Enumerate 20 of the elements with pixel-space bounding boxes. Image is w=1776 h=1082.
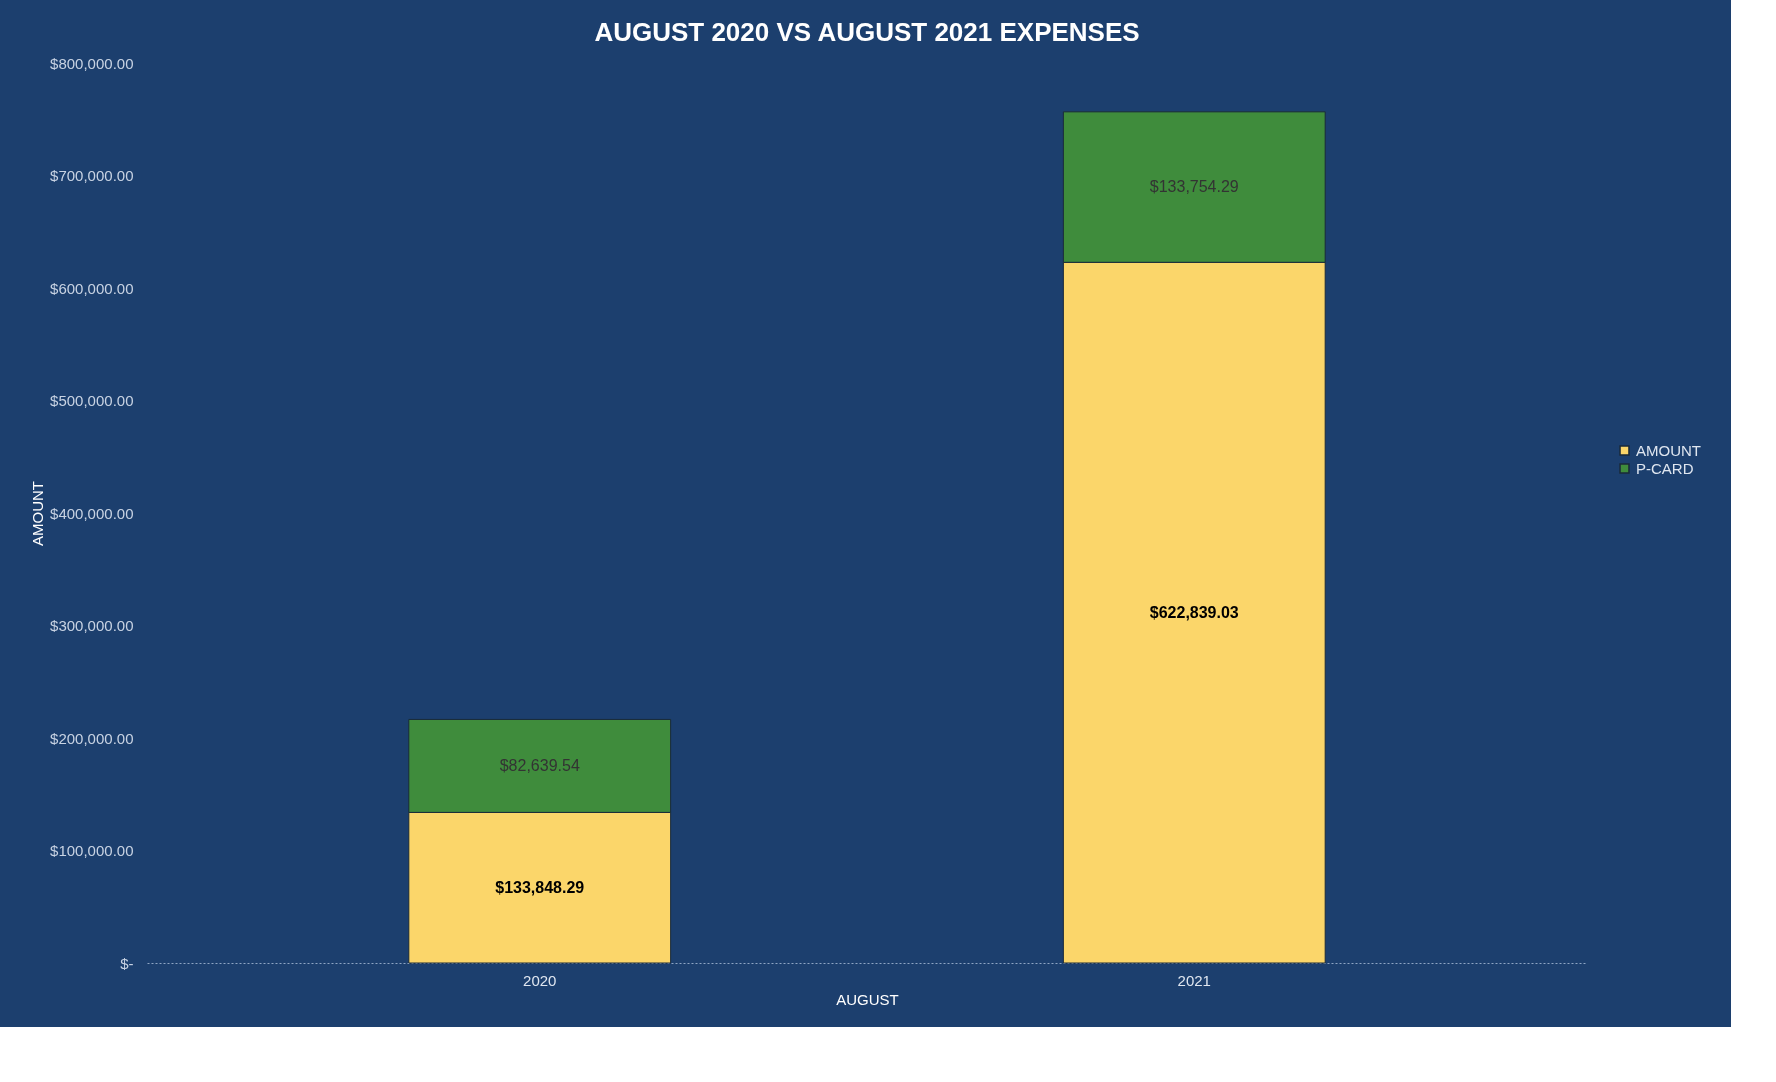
x-axis-title: AUGUST xyxy=(836,990,899,1008)
legend-label: P-CARD xyxy=(1636,459,1694,477)
data-label: $133,754.29 xyxy=(1149,178,1239,196)
data-label: $622,839.03 xyxy=(1149,603,1239,621)
y-tick-label: $500,000.00 xyxy=(50,392,134,409)
y-tick-label: $100,000.00 xyxy=(50,842,134,859)
y-tick-label: $800,000.00 xyxy=(50,54,134,72)
y-tick-label: $300,000.00 xyxy=(50,617,134,634)
y-tick-label: $200,000.00 xyxy=(50,729,134,747)
y-tick-label: $- xyxy=(120,954,134,972)
y-axis-title: AMOUNT xyxy=(29,481,47,546)
x-tick-label: 2020 xyxy=(523,971,557,989)
y-tick-label: $400,000.00 xyxy=(50,504,134,522)
y-tick-label: $600,000.00 xyxy=(50,279,134,297)
data-label: $82,639.54 xyxy=(499,756,580,774)
legend-label: AMOUNT xyxy=(1636,441,1701,459)
data-label: $133,848.29 xyxy=(495,878,585,896)
x-tick-label: 2021 xyxy=(1177,971,1211,989)
chart-title: AUGUST 2020 VS AUGUST 2021 EXPENSES xyxy=(594,17,1140,47)
y-tick-label: $700,000.00 xyxy=(50,167,134,184)
